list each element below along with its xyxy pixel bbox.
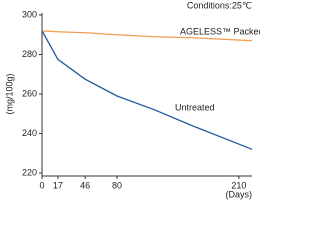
x-axis-label: (Days) — [226, 189, 253, 199]
y-tick-label: 220 — [22, 167, 37, 177]
x-tick-label: 46 — [80, 180, 90, 190]
x-tick-label: 210 — [231, 180, 246, 190]
y-tick-label: 260 — [22, 88, 37, 98]
y-axis-label: (mg/100g) — [4, 73, 14, 114]
series-label: AGELESS™ Packed — [180, 26, 260, 36]
chart-title: Conditions:25℃ — [187, 0, 252, 10]
x-tick-label: 17 — [53, 180, 63, 190]
x-tick-label: 0 — [39, 180, 44, 190]
series-line — [41, 30, 253, 150]
series-line — [41, 30, 253, 42]
x-tick-label: 80 — [112, 180, 122, 190]
y-tick-label: 280 — [22, 49, 37, 59]
chart: Conditions:25℃ (mg/100g) (Days) 220 240 26… — [4, 0, 263, 199]
series-label: Untreated — [175, 102, 215, 112]
y-tick-label: 300 — [22, 9, 37, 19]
y-tick-label: 240 — [22, 128, 37, 138]
